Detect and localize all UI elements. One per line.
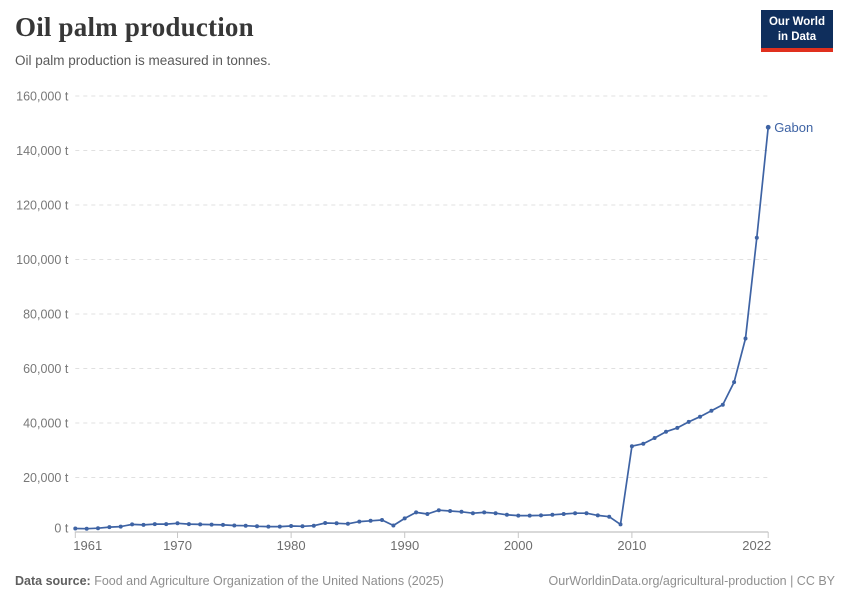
data-point[interactable]	[470, 511, 475, 516]
y-axis-label: 40,000 t	[23, 417, 69, 431]
owid-logo-line2: in Data	[777, 30, 817, 43]
data-point[interactable]	[516, 513, 521, 518]
data-point[interactable]	[368, 518, 373, 523]
y-axis-label: 120,000 t	[16, 199, 69, 213]
data-point[interactable]	[380, 518, 384, 522]
data-point[interactable]	[448, 509, 453, 513]
data-point[interactable]	[221, 522, 225, 527]
data-point[interactable]	[152, 522, 157, 527]
data-point[interactable]	[573, 511, 578, 516]
data-point[interactable]	[459, 509, 464, 514]
y-axis-label: 0 t	[54, 522, 68, 536]
owid-url-license-link[interactable]: OurWorldinData.org/agricultural-producti…	[548, 574, 835, 588]
data-point[interactable]	[232, 523, 237, 528]
data-point[interactable]	[765, 124, 771, 130]
x-axis-label: 2022	[742, 538, 771, 553]
data-point[interactable]	[84, 526, 89, 531]
x-axis-label: 2000	[504, 538, 533, 553]
data-point[interactable]	[539, 513, 543, 518]
data-point[interactable]	[561, 512, 566, 516]
data-point[interactable]	[266, 524, 271, 529]
data-point[interactable]	[629, 444, 634, 449]
data-point[interactable]	[141, 522, 146, 527]
y-axis-label: 20,000 t	[23, 471, 69, 485]
data-point[interactable]	[709, 408, 714, 413]
data-point[interactable]	[425, 512, 430, 516]
data-point[interactable]	[720, 402, 725, 407]
data-point[interactable]	[130, 522, 135, 527]
data-point[interactable]	[243, 523, 248, 528]
data-point[interactable]	[323, 521, 328, 525]
data-source-label: Data source:	[15, 574, 91, 588]
x-axis-label: 1990	[390, 538, 419, 553]
y-axis-label: 60,000 t	[23, 362, 69, 376]
line-chart-plot-area[interactable]: 0 t 20,000 t 40,000 t 60,000 t 80,000 t 100,0…	[0, 80, 850, 570]
data-point[interactable]	[164, 522, 169, 527]
data-point[interactable]	[436, 508, 441, 513]
x-axis-label: 2010	[617, 538, 646, 553]
data-point[interactable]	[493, 511, 498, 516]
data-point[interactable]	[675, 425, 680, 430]
data-point[interactable]	[402, 516, 407, 521]
data-point[interactable]	[357, 519, 362, 524]
data-point[interactable]	[664, 429, 668, 434]
x-axis-label: 1961	[73, 538, 102, 553]
page-title: Oil palm production	[15, 12, 254, 42]
data-point[interactable]	[595, 513, 600, 518]
data-point[interactable]	[743, 336, 748, 341]
data-point[interactable]	[527, 513, 532, 518]
chart-subtitle: Oil palm production is measured in tonne…	[15, 53, 271, 68]
data-point[interactable]	[754, 235, 759, 240]
data-point[interactable]	[107, 525, 112, 530]
data-point[interactable]	[345, 521, 350, 526]
data-point[interactable]	[198, 522, 203, 527]
data-point[interactable]	[482, 510, 487, 515]
data-point[interactable]	[732, 380, 737, 385]
data-point[interactable]	[334, 521, 339, 526]
chart-footer: Data source: Food and Agriculture Organi…	[15, 574, 835, 588]
data-point[interactable]	[618, 522, 623, 527]
y-axis-label: 140,000 t	[16, 144, 69, 158]
x-axis-label: 1980	[277, 538, 306, 553]
data-point[interactable]	[96, 526, 100, 531]
data-point[interactable]	[641, 441, 646, 446]
data-point[interactable]	[607, 514, 612, 519]
entity-label-gabon[interactable]: Gabon	[774, 120, 813, 135]
data-point[interactable]	[186, 522, 191, 527]
y-axis-label: 80,000 t	[23, 308, 69, 322]
data-point[interactable]	[300, 524, 305, 529]
data-source-note: Data source: Food and Agriculture Organi…	[15, 574, 444, 588]
data-point[interactable]	[391, 523, 396, 528]
data-point[interactable]	[118, 524, 123, 529]
data-point[interactable]	[550, 512, 555, 517]
owid-logo-line1: Our World	[768, 16, 825, 28]
series-line-gabon[interactable]	[74, 126, 770, 530]
data-source-value: Food and Agriculture Organization of the…	[94, 574, 444, 588]
data-point[interactable]	[73, 526, 78, 531]
y-axis-label: 160,000 t	[16, 90, 69, 104]
data-point[interactable]	[652, 436, 657, 440]
owid-logo[interactable]: Our World in Data	[760, 10, 833, 52]
data-point[interactable]	[289, 524, 294, 528]
data-point[interactable]	[175, 521, 180, 526]
data-point[interactable]	[277, 524, 282, 529]
data-point[interactable]	[414, 510, 419, 515]
data-point[interactable]	[584, 511, 589, 516]
data-point[interactable]	[686, 419, 691, 424]
data-point[interactable]	[698, 414, 702, 419]
y-axis-label: 100,000 t	[16, 253, 69, 267]
x-axis-label: 1970	[163, 538, 192, 553]
data-point[interactable]	[255, 524, 259, 529]
data-point[interactable]	[504, 512, 509, 517]
data-point[interactable]	[209, 522, 214, 527]
data-point[interactable]	[311, 523, 316, 528]
